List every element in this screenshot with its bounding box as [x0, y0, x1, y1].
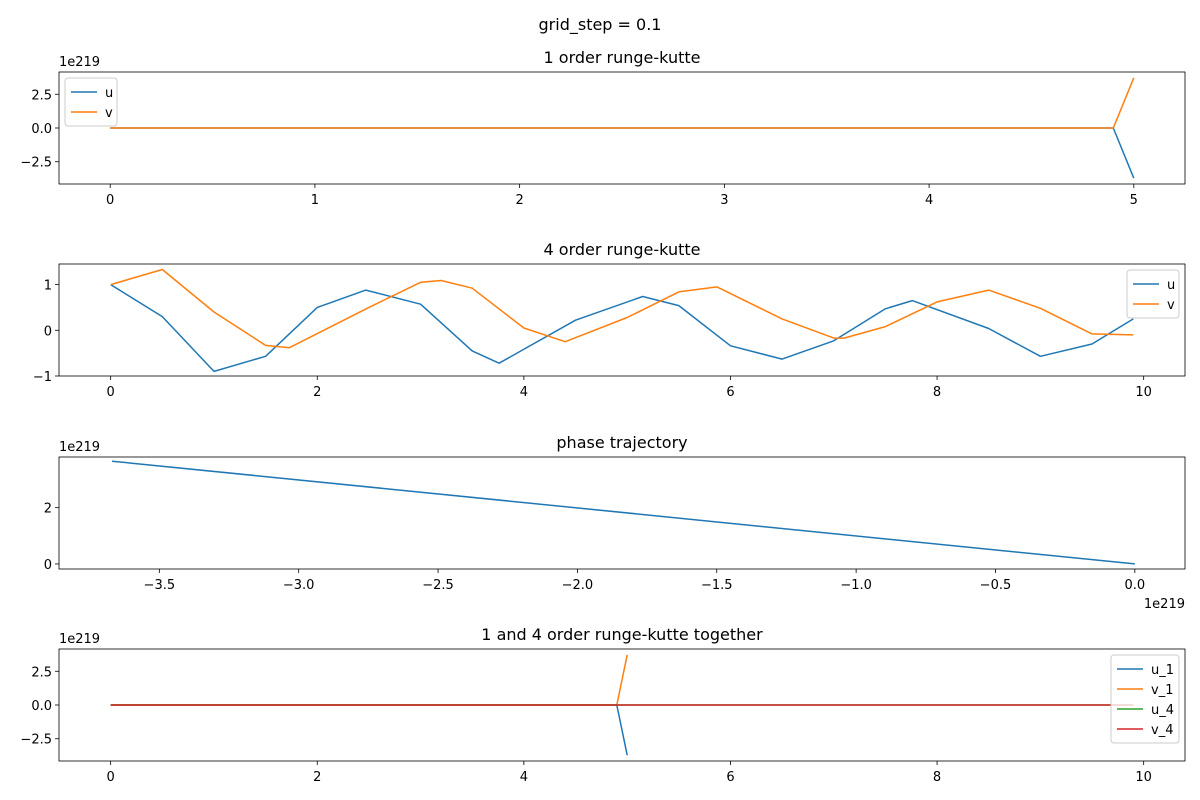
x-tick-label: −1.0 [840, 578, 872, 593]
x-tick-label: 2 [515, 193, 523, 208]
y-tick-label: 2.5 [31, 665, 52, 680]
y-tick-label: 0.0 [31, 122, 52, 137]
legend-label: v [105, 106, 113, 121]
y-tick-label: −2.5 [20, 156, 52, 171]
legend-label: u [1167, 278, 1175, 293]
legend-box [1110, 654, 1180, 744]
y-tick-label: 2 [44, 502, 52, 517]
x-tick-label: 4 [520, 385, 528, 400]
series-line-u [110, 127, 1135, 179]
y-offset-text: 1e219 [59, 440, 100, 455]
series-line-v [110, 77, 1135, 129]
legend: u_1 v_1 u_4 v_4 [1110, 654, 1180, 744]
x-tick-label: 3 [720, 193, 728, 208]
x-tick-label: 4 [925, 193, 933, 208]
subplot-title: 1 and 4 order runge-kutte together [481, 625, 763, 644]
y-tick-label: 0.0 [31, 699, 52, 714]
y-tick-label: 2.5 [31, 88, 52, 103]
legend-box [1126, 269, 1180, 319]
legend-label: v_1 [1151, 683, 1173, 698]
series-line-u-1 [110, 704, 628, 756]
x-tick-label: 5 [1130, 193, 1138, 208]
x-offset-text: 1e219 [1144, 597, 1185, 612]
y-tick-label: 0 [44, 324, 52, 339]
legend-label: u [105, 86, 113, 101]
subplot-title: 1 order runge-kutte [544, 48, 701, 67]
legend-label: u_4 [1151, 703, 1174, 718]
x-tick-label: −0.5 [980, 578, 1012, 593]
x-tick-label: 6 [726, 770, 734, 785]
x-tick-label: 8 [933, 770, 941, 785]
series-line-v-1 [110, 654, 628, 706]
y-tick-label: 1 [44, 279, 52, 294]
series-line-v [110, 268, 1134, 349]
legend: uv [1126, 269, 1180, 319]
y-tick-label: −1 [33, 370, 52, 385]
x-tick-label: 0 [107, 385, 115, 400]
x-tick-label: 10 [1135, 385, 1152, 400]
series-line-u [110, 283, 1134, 373]
y-tick-label: 0 [44, 558, 52, 573]
axes-frame [58, 263, 1186, 377]
subplot-title: phase trajectory [556, 433, 687, 452]
x-tick-label: −2.5 [422, 578, 454, 593]
x-tick-label: 0 [106, 193, 114, 208]
y-offset-text: 1e219 [59, 55, 100, 70]
y-offset-text: 1e219 [59, 632, 100, 647]
x-tick-label: 0.0 [1124, 578, 1145, 593]
figure-suptitle: grid_step = 0.1 [539, 15, 662, 35]
legend-label: v_4 [1151, 723, 1173, 738]
axes-frame [58, 456, 1186, 570]
subplot-3: phase trajectory −3.5 −3.0 −2.5 −2.0 −1.5 −1.0… [44, 433, 1186, 612]
legend-label: v [1167, 298, 1175, 313]
x-tick-label: −2.0 [562, 578, 594, 593]
x-tick-label: 1 [311, 193, 319, 208]
legend-box [64, 77, 118, 127]
subplot-1: 1 order runge-kutte 0 1 2 3 4 5 2.5 0.0 −2.5 1e219… [20, 48, 1186, 208]
x-tick-label: 2 [313, 770, 321, 785]
x-tick-label: 8 [933, 385, 941, 400]
y-tick-label: −2.5 [20, 733, 52, 748]
series-line-trajectory [111, 460, 1135, 565]
x-tick-label: 6 [726, 385, 734, 400]
x-tick-label: 2 [313, 385, 321, 400]
legend: uv [64, 77, 118, 127]
x-tick-label: −3.0 [283, 578, 315, 593]
x-tick-label: −1.5 [701, 578, 733, 593]
x-tick-label: 0 [107, 770, 115, 785]
legend-label: u_1 [1151, 663, 1174, 678]
x-tick-label: 4 [520, 770, 528, 785]
x-tick-label: −3.5 [144, 578, 176, 593]
x-tick-label: 10 [1135, 770, 1152, 785]
subplot-title: 4 order runge-kutte [544, 240, 701, 259]
subplot-4: 1 and 4 order runge-kutte together 0 2 4 6 8 1… [20, 625, 1186, 785]
